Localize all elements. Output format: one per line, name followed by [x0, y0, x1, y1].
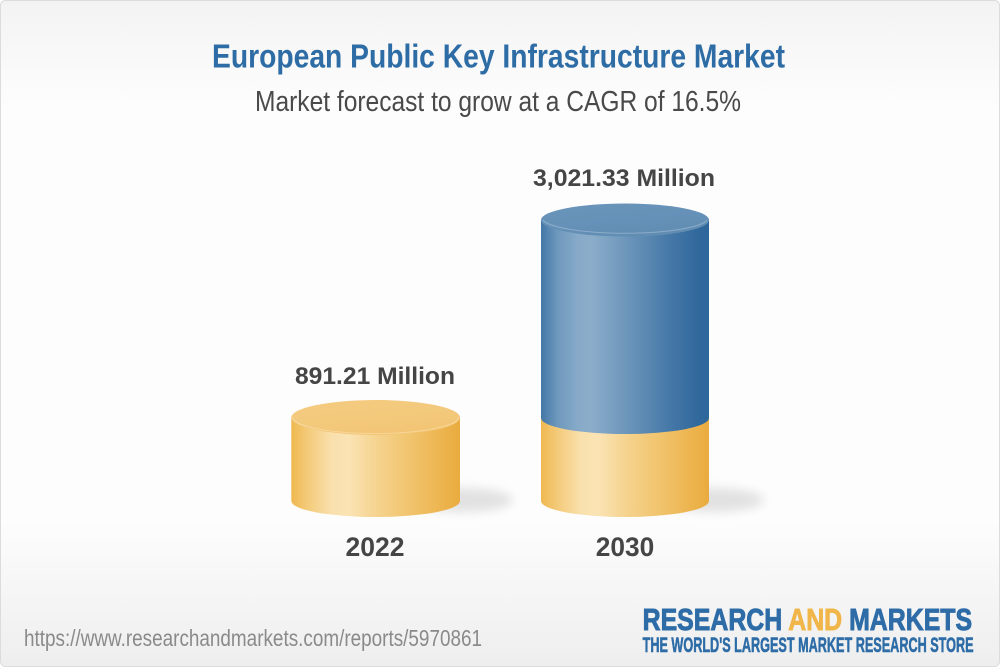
- svg-text:European Public Key Infrastruc: European Public Key Infrastructure Marke…: [212, 38, 785, 75]
- svg-text:THE WORLD'S LARGEST MARKET RES: THE WORLD'S LARGEST MARKET RESEARCH STOR…: [643, 634, 974, 657]
- svg-text:891.21 Million: 891.21 Million: [295, 363, 455, 390]
- svg-text:2022: 2022: [346, 532, 405, 562]
- svg-text:2030: 2030: [596, 532, 655, 562]
- svg-text:RESEARCH AND MARKETS: RESEARCH AND MARKETS: [643, 603, 973, 637]
- svg-text:Market forecast to grow at a C: Market forecast to grow at a CAGR of 16.…: [255, 86, 741, 118]
- svg-text:3,021.33 Million: 3,021.33 Million: [533, 165, 715, 192]
- svg-text:https://www.researchandmarkets: https://www.researchandmarkets.com/repor…: [24, 625, 482, 651]
